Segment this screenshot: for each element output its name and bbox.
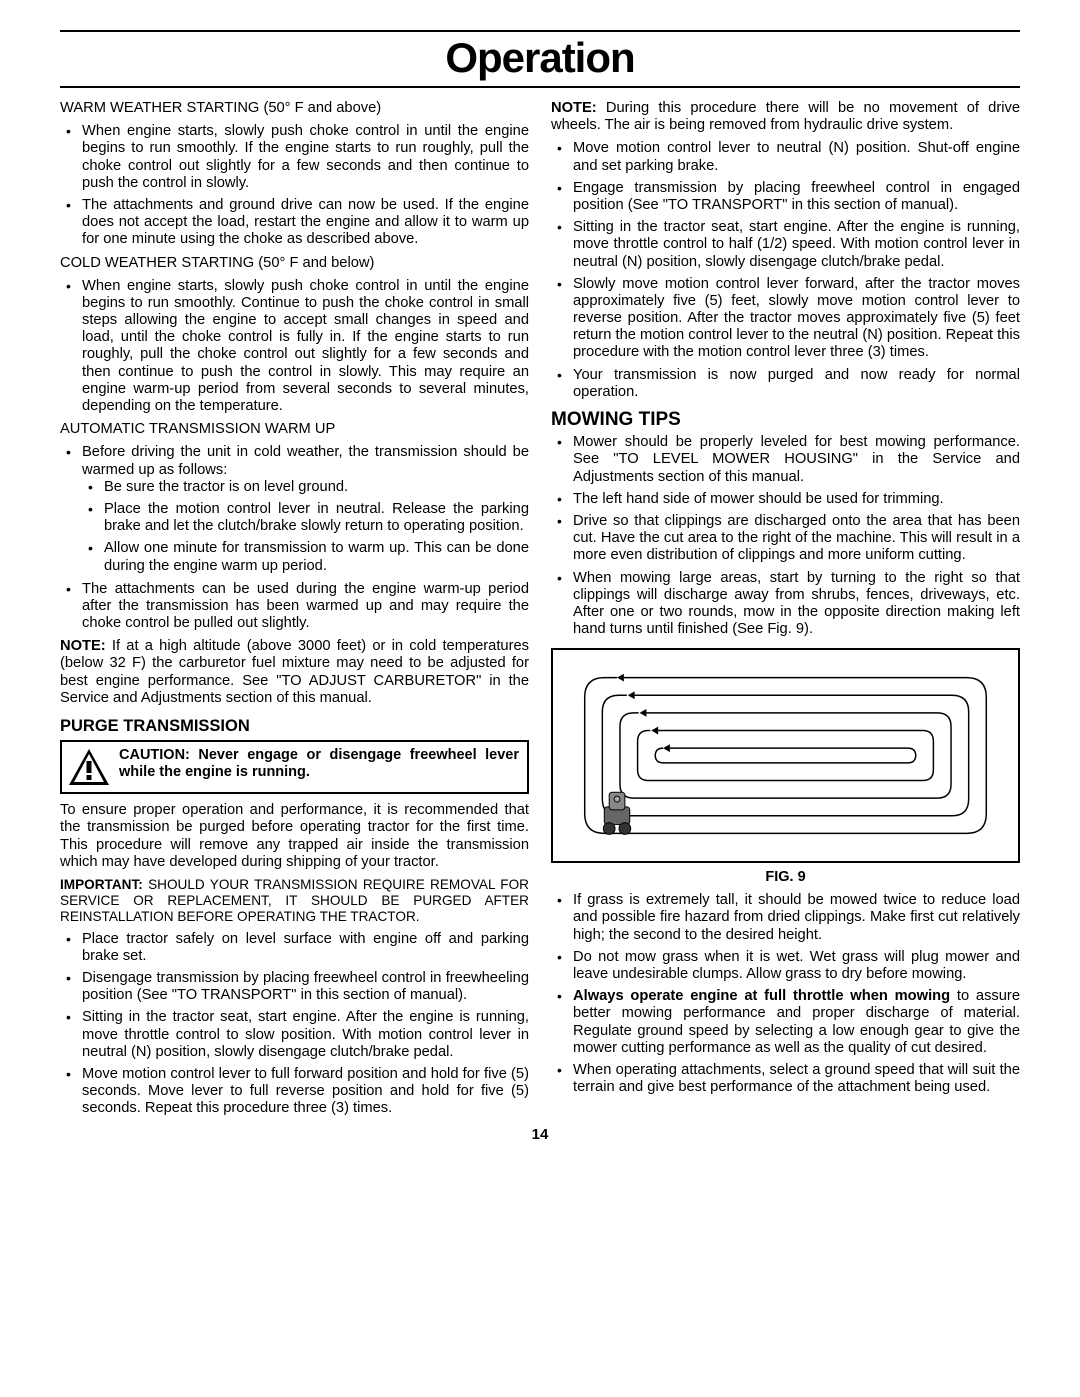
list-item: The attachments can be used during the e… [60, 581, 529, 633]
list-item: Before driving the unit in cold weather,… [60, 444, 529, 574]
cold-list: When engine starts, slowly push choke co… [60, 278, 529, 416]
list-item: The left hand side of mower should be us… [551, 491, 1020, 508]
auto-header: AUTOMATIC TRANSMISSION WARM UP [60, 421, 529, 438]
list-item-text: Before driving the unit in cold weather,… [82, 444, 529, 477]
list-item: Place tractor safely on level surface wi… [60, 931, 529, 965]
list-item: Sitting in the tractor seat, start engin… [551, 219, 1020, 271]
content-columns: WARM WEATHER STARTING (50° F and above) … [60, 100, 1020, 1124]
auto-list: Before driving the unit in cold weather,… [60, 444, 529, 632]
rule-bottom [60, 86, 1020, 88]
list-item: Always operate engine at full throttle w… [551, 988, 1020, 1057]
important-label: IMPORTANT: [60, 877, 143, 892]
warm-header: WARM WEATHER STARTING (50° F and above) [60, 100, 529, 117]
mowing-list-1: Mower should be properly leveled for bes… [551, 434, 1020, 638]
mowing-list-2: If grass is extremely tall, it should be… [551, 892, 1020, 1096]
note-label: NOTE: [60, 638, 106, 654]
list-item: Your transmission is now purged and now … [551, 367, 1020, 401]
note-text: During this procedure there will be no m… [551, 100, 1020, 133]
right-column: NOTE: During this procedure there will b… [551, 100, 1020, 1124]
list-item: Drive so that clippings are discharged o… [551, 513, 1020, 565]
page-title: Operation [60, 34, 1020, 82]
list-item: When engine starts, slowly push choke co… [60, 278, 529, 416]
note-text: If at a high altitude (above 3000 feet) … [60, 638, 529, 706]
right-note: NOTE: During this procedure there will b… [551, 100, 1020, 134]
list-item: When operating attachments, select a gro… [551, 1062, 1020, 1096]
note-label: NOTE: [551, 100, 597, 116]
list-item: Move motion control lever to full forwar… [60, 1066, 529, 1118]
tractor-icon [603, 793, 630, 835]
list-item: When engine starts, slowly push choke co… [60, 123, 529, 192]
list-item: Slowly move motion control lever forward… [551, 276, 1020, 362]
bold-lead: Always operate engine at full throttle w… [573, 988, 950, 1004]
list-item: The attachments and ground drive can now… [60, 197, 529, 249]
caution-text: CAUTION: Never engage or disengage freew… [119, 747, 519, 780]
figure-caption: FIG. 9 [551, 869, 1020, 886]
list-item: Place the motion control lever in neutra… [82, 501, 529, 535]
list-item: Disengage transmission by placing freewh… [60, 970, 529, 1004]
cont-list: Move motion control lever to neutral (N)… [551, 140, 1020, 401]
purge-heading: PURGE TRANSMISSION [60, 717, 529, 736]
cold-header: COLD WEATHER STARTING (50° F and below) [60, 255, 529, 272]
left-column: WARM WEATHER STARTING (50° F and above) … [60, 100, 529, 1124]
figure-9 [551, 648, 1020, 863]
important-note: IMPORTANT: SHOULD YOUR TRANSMISSION REQU… [60, 877, 529, 925]
list-item: Allow one minute for transmission to war… [82, 540, 529, 574]
list-item: If grass is extremely tall, it should be… [551, 892, 1020, 944]
altitude-note: NOTE: If at a high altitude (above 3000 … [60, 638, 529, 707]
list-item: When mowing large areas, start by turnin… [551, 570, 1020, 639]
purge-para: To ensure proper operation and performan… [60, 802, 529, 871]
rule-top [60, 30, 1020, 32]
purge-list: Place tractor safely on level surface wi… [60, 931, 529, 1118]
list-item: Engage transmission by placing freewheel… [551, 180, 1020, 214]
mowing-heading: MOWING TIPS [551, 409, 1020, 431]
auto-sublist: Be sure the tractor is on level ground. … [82, 479, 529, 575]
caution-icon [67, 747, 111, 787]
mowing-pattern-diagram [563, 660, 1008, 851]
list-item: Be sure the tractor is on level ground. [82, 479, 529, 496]
list-item: Do not mow grass when it is wet. Wet gra… [551, 949, 1020, 983]
list-item: Move motion control lever to neutral (N)… [551, 140, 1020, 174]
list-item: Mower should be properly leveled for bes… [551, 434, 1020, 486]
list-item: Sitting in the tractor seat, start engin… [60, 1009, 529, 1061]
warm-list: When engine starts, slowly push choke co… [60, 123, 529, 248]
page-number: 14 [60, 1126, 1020, 1143]
caution-box: CAUTION: Never engage or disengage freew… [60, 740, 529, 794]
